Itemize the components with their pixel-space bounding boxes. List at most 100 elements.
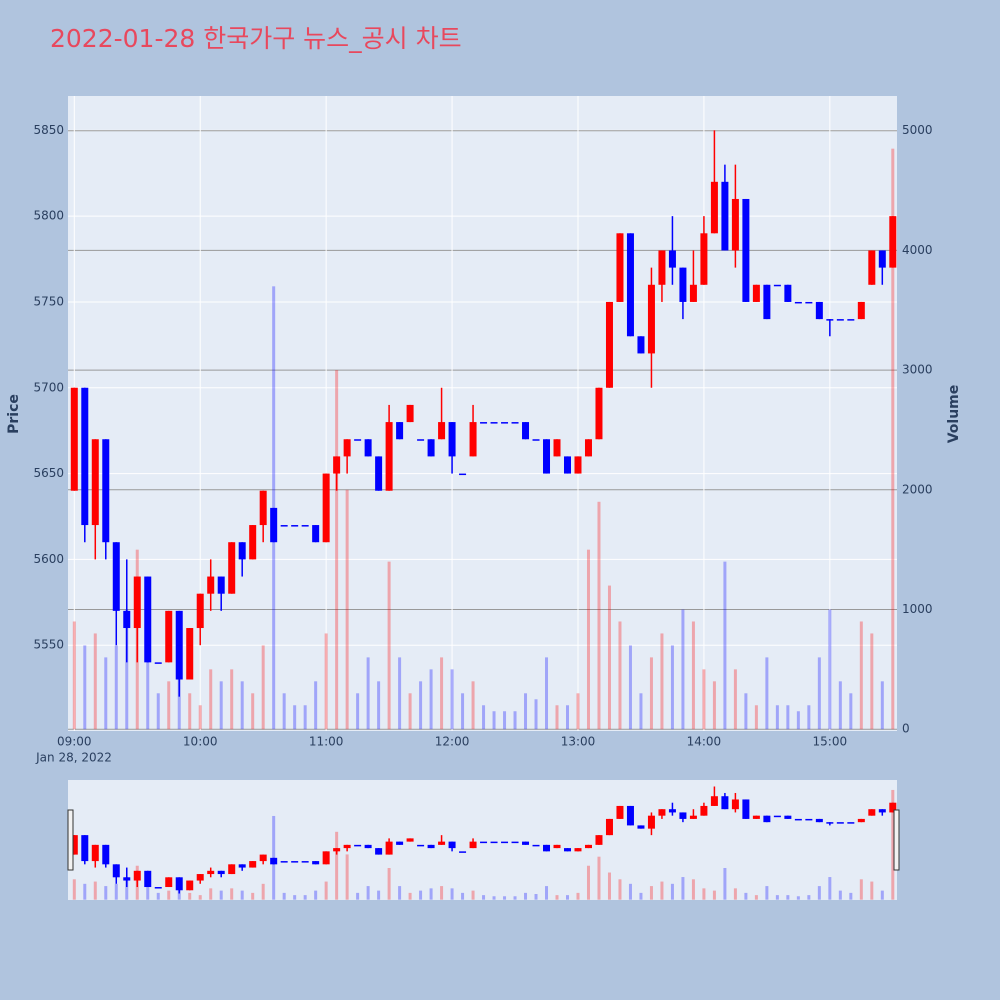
candle-body bbox=[637, 825, 645, 829]
volume-bar bbox=[492, 711, 496, 730]
volume-bar bbox=[93, 881, 97, 900]
candle-body bbox=[721, 181, 729, 251]
volume-bar bbox=[765, 886, 769, 900]
plot-area bbox=[68, 96, 897, 731]
volume-bar bbox=[586, 865, 590, 900]
y2-tick-label: 5000 bbox=[902, 123, 933, 137]
volume-bar bbox=[702, 669, 706, 730]
volume-bar bbox=[733, 888, 737, 900]
volume-bar bbox=[303, 895, 307, 900]
volume-bar bbox=[440, 886, 444, 900]
candle-body bbox=[836, 319, 844, 321]
candle-body bbox=[490, 422, 498, 424]
y-tick-label: 5750 bbox=[33, 294, 64, 308]
volume-bar bbox=[870, 881, 874, 900]
candle-body bbox=[752, 815, 760, 819]
candle-body bbox=[616, 233, 624, 302]
candle-body bbox=[605, 818, 613, 836]
candle-body bbox=[123, 877, 131, 881]
candle-body bbox=[889, 802, 897, 813]
candle-body bbox=[81, 835, 89, 862]
volume-bar bbox=[356, 693, 360, 730]
volume-bar bbox=[807, 895, 811, 900]
volume-bar bbox=[240, 890, 244, 900]
candle-body bbox=[364, 844, 372, 849]
candle-body bbox=[207, 576, 215, 594]
candle-body bbox=[322, 851, 330, 865]
candle-body bbox=[794, 301, 802, 304]
volume-bar bbox=[167, 681, 171, 730]
candle-body bbox=[847, 319, 855, 321]
candle-body bbox=[700, 805, 708, 816]
candle-body bbox=[70, 835, 78, 855]
volume-bar bbox=[83, 645, 87, 730]
volume-bar bbox=[849, 892, 853, 900]
candle-body bbox=[616, 805, 624, 819]
candle-body bbox=[238, 542, 246, 560]
volume-bar bbox=[859, 621, 863, 730]
candle-body bbox=[249, 861, 257, 868]
volume-bar bbox=[744, 892, 748, 900]
candle-body bbox=[102, 844, 110, 865]
volume-bar bbox=[607, 585, 611, 730]
candle-body bbox=[333, 456, 341, 474]
volume-bar bbox=[450, 888, 454, 900]
volume-bar bbox=[345, 489, 349, 730]
candle-body bbox=[553, 844, 561, 849]
volume-bar bbox=[670, 883, 674, 900]
volume-bar bbox=[93, 633, 97, 730]
volume-bar bbox=[723, 867, 727, 900]
volume-bar bbox=[786, 705, 790, 730]
x-tick-label: 15:00 bbox=[813, 735, 848, 749]
candle-body bbox=[773, 284, 781, 287]
slider-handle-left[interactable] bbox=[67, 809, 74, 871]
candle-body bbox=[270, 857, 278, 865]
volume-bar bbox=[251, 892, 255, 900]
volume-bar bbox=[838, 681, 842, 730]
y2-tick-label: 4000 bbox=[902, 243, 933, 257]
candle-body bbox=[826, 822, 834, 824]
volume-bar bbox=[555, 705, 559, 730]
volume-bar bbox=[817, 886, 821, 900]
candle-body bbox=[857, 818, 865, 823]
candle-body bbox=[165, 610, 173, 663]
slider-handle-right[interactable] bbox=[893, 809, 900, 871]
x-tick-label: 10:00 bbox=[183, 735, 218, 749]
candle-body bbox=[710, 796, 718, 806]
volume-bar bbox=[576, 892, 580, 900]
candle-body bbox=[563, 848, 571, 852]
volume-bar bbox=[482, 895, 486, 900]
volume-bar bbox=[408, 693, 412, 730]
volume-bar bbox=[461, 892, 465, 900]
candle-body bbox=[490, 841, 498, 844]
candle-body bbox=[427, 439, 435, 457]
volume-bar bbox=[870, 633, 874, 730]
volume-bar bbox=[702, 888, 706, 900]
candle-body bbox=[427, 844, 435, 849]
volume-bar bbox=[324, 633, 328, 730]
volume-bar bbox=[639, 693, 643, 730]
volume-bar bbox=[838, 890, 842, 900]
candle-body bbox=[396, 841, 404, 845]
volume-bar bbox=[156, 693, 160, 730]
candle-body bbox=[805, 301, 813, 304]
candle-body bbox=[133, 576, 141, 629]
volume-bar bbox=[765, 657, 769, 730]
volume-bar bbox=[670, 645, 674, 730]
candle-body bbox=[647, 815, 655, 829]
candle-body bbox=[763, 284, 771, 320]
candle-body bbox=[217, 870, 225, 875]
candle-body bbox=[857, 301, 865, 320]
volume-bar bbox=[628, 883, 632, 900]
volume-bar bbox=[471, 890, 475, 900]
candle-body bbox=[301, 525, 309, 527]
candle-body bbox=[354, 439, 362, 441]
candle-body bbox=[217, 576, 225, 594]
candle-body bbox=[312, 861, 320, 865]
candle-body bbox=[522, 422, 530, 440]
candle-body bbox=[721, 796, 729, 810]
volume-bar bbox=[345, 854, 349, 900]
candle-body bbox=[91, 439, 99, 526]
volume-bar bbox=[754, 705, 758, 730]
candle-body bbox=[805, 818, 813, 821]
